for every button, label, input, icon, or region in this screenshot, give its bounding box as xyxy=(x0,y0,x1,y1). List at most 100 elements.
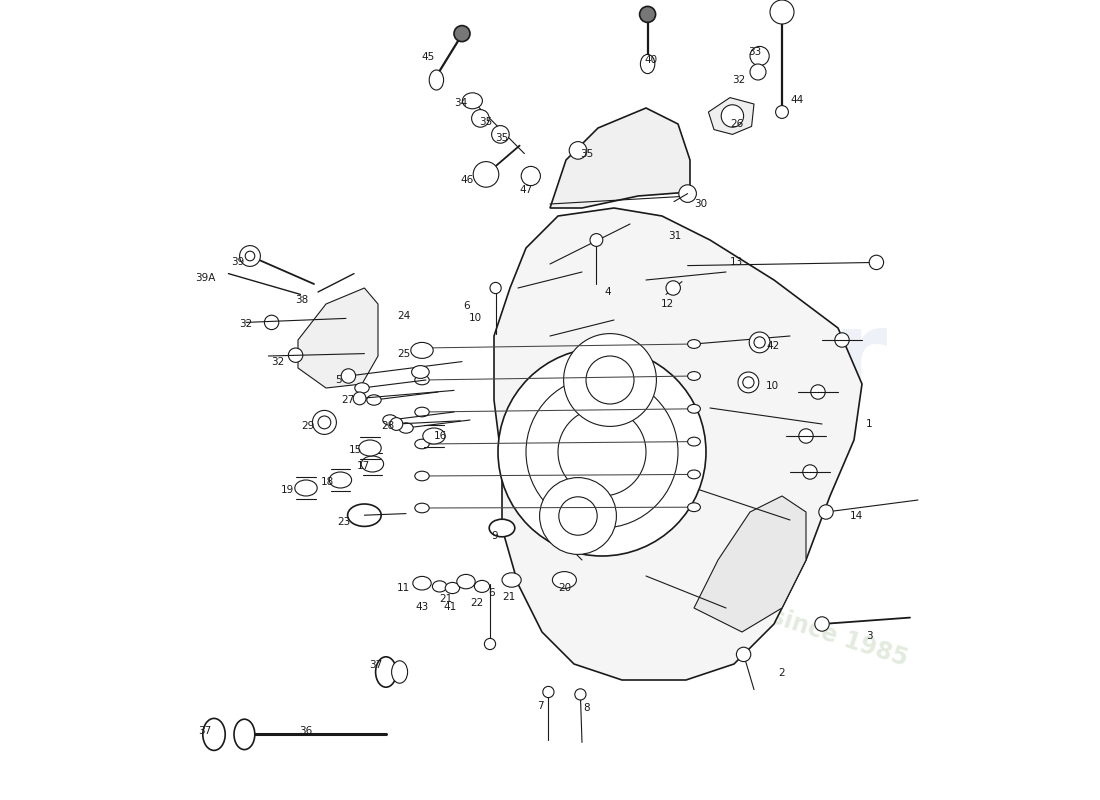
Ellipse shape xyxy=(359,440,382,456)
Text: 24: 24 xyxy=(397,311,410,321)
Circle shape xyxy=(770,0,794,24)
Circle shape xyxy=(472,110,490,127)
Polygon shape xyxy=(298,288,378,388)
Circle shape xyxy=(742,377,754,388)
Circle shape xyxy=(750,46,769,66)
Text: 47: 47 xyxy=(519,186,532,195)
Text: 35: 35 xyxy=(496,133,509,142)
Text: 2: 2 xyxy=(779,668,785,678)
Text: 21: 21 xyxy=(502,592,515,602)
Text: 42: 42 xyxy=(766,341,779,350)
Circle shape xyxy=(722,105,744,127)
Text: 22: 22 xyxy=(470,598,483,608)
Ellipse shape xyxy=(429,70,443,90)
Text: 32: 32 xyxy=(239,319,252,329)
Text: 11: 11 xyxy=(397,583,410,593)
Text: 10: 10 xyxy=(469,313,482,322)
Text: 35: 35 xyxy=(581,149,594,158)
Text: 29: 29 xyxy=(300,421,313,430)
Text: 40: 40 xyxy=(645,55,658,65)
Ellipse shape xyxy=(392,661,408,683)
Text: 12: 12 xyxy=(661,299,674,309)
Ellipse shape xyxy=(412,576,431,590)
Circle shape xyxy=(492,126,509,143)
Circle shape xyxy=(498,348,706,556)
Ellipse shape xyxy=(688,405,701,413)
Text: 10: 10 xyxy=(766,381,779,390)
Text: 43: 43 xyxy=(416,602,429,611)
Circle shape xyxy=(264,315,278,330)
Text: 20: 20 xyxy=(558,583,571,593)
Text: 39A: 39A xyxy=(195,274,216,283)
Text: 32: 32 xyxy=(271,357,285,366)
Text: 45: 45 xyxy=(421,52,434,62)
Text: 33: 33 xyxy=(748,47,761,57)
Text: 32: 32 xyxy=(733,75,746,85)
Circle shape xyxy=(869,255,883,270)
Text: tes: tes xyxy=(614,394,808,502)
Ellipse shape xyxy=(415,503,429,513)
Circle shape xyxy=(679,185,696,202)
Text: 21: 21 xyxy=(439,594,452,603)
Text: 27: 27 xyxy=(341,395,354,405)
Text: 14: 14 xyxy=(850,511,864,521)
Text: a passion for cars since 1985: a passion for cars since 1985 xyxy=(534,529,911,671)
Circle shape xyxy=(559,497,597,535)
Ellipse shape xyxy=(640,54,654,74)
Circle shape xyxy=(749,332,770,353)
Circle shape xyxy=(353,392,366,405)
Polygon shape xyxy=(708,98,754,134)
Ellipse shape xyxy=(348,504,382,526)
Circle shape xyxy=(586,356,634,404)
Ellipse shape xyxy=(456,574,475,589)
Text: 3: 3 xyxy=(866,631,872,641)
Circle shape xyxy=(818,505,833,519)
Ellipse shape xyxy=(490,519,515,537)
Circle shape xyxy=(341,369,355,383)
Ellipse shape xyxy=(688,437,701,446)
Circle shape xyxy=(245,251,255,261)
Text: 6: 6 xyxy=(488,588,495,598)
Circle shape xyxy=(803,465,817,479)
Ellipse shape xyxy=(415,407,429,417)
Ellipse shape xyxy=(410,342,433,358)
Ellipse shape xyxy=(432,581,447,592)
Circle shape xyxy=(542,686,554,698)
Circle shape xyxy=(521,166,540,186)
Circle shape xyxy=(563,334,657,426)
Text: 13: 13 xyxy=(730,258,744,267)
Circle shape xyxy=(288,348,302,362)
Text: 19: 19 xyxy=(280,485,294,494)
Circle shape xyxy=(240,246,261,266)
Ellipse shape xyxy=(502,573,521,587)
Ellipse shape xyxy=(446,582,460,594)
Text: 37: 37 xyxy=(368,660,382,670)
Circle shape xyxy=(639,6,656,22)
Text: 4: 4 xyxy=(604,287,611,297)
Circle shape xyxy=(540,478,616,554)
Text: 15: 15 xyxy=(349,446,362,455)
Circle shape xyxy=(473,162,498,187)
Text: 23: 23 xyxy=(337,517,350,526)
Ellipse shape xyxy=(234,719,255,750)
Circle shape xyxy=(484,638,496,650)
Circle shape xyxy=(750,64,766,80)
Circle shape xyxy=(754,337,766,348)
Text: 41: 41 xyxy=(443,602,456,611)
Ellipse shape xyxy=(415,343,429,353)
Ellipse shape xyxy=(202,718,226,750)
Polygon shape xyxy=(494,208,862,680)
Text: 8: 8 xyxy=(584,703,591,713)
Text: 35: 35 xyxy=(480,117,493,126)
Text: 38: 38 xyxy=(295,295,308,305)
Ellipse shape xyxy=(688,340,701,349)
Ellipse shape xyxy=(355,383,370,394)
Ellipse shape xyxy=(399,422,414,434)
Text: 26: 26 xyxy=(730,119,744,129)
Ellipse shape xyxy=(329,472,352,488)
Ellipse shape xyxy=(366,395,382,406)
Text: 44: 44 xyxy=(790,95,803,105)
Text: 6: 6 xyxy=(463,301,470,310)
Circle shape xyxy=(490,282,502,294)
Circle shape xyxy=(318,416,331,429)
